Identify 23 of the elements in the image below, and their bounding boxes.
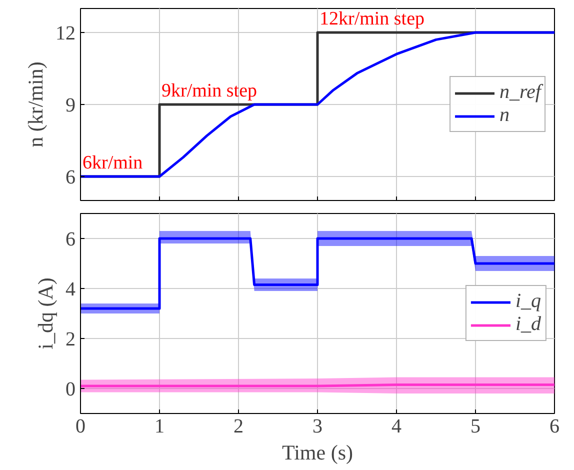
y-tick-label: 2 [66, 328, 76, 350]
annotation: 9kr/min step [162, 80, 258, 102]
x-tick-label: 4 [392, 416, 402, 438]
y-tick-label: 12 [56, 22, 76, 44]
y-axis-title: n (kr/min) [24, 62, 48, 148]
y-tick-label: 6 [66, 228, 76, 250]
y-axis-title: i_dq (A) [34, 278, 58, 350]
x-tick-label: 5 [470, 416, 480, 438]
legend-label: i_q [515, 290, 541, 313]
legend-label: n [500, 104, 511, 127]
x-tick-label: 1 [154, 416, 164, 438]
y-tick-label: 6 [66, 166, 76, 188]
x-tick-label: 3 [312, 416, 322, 438]
legend-label: i_d [515, 313, 541, 336]
x-tick-label: 2 [234, 416, 244, 438]
annotation: 12kr/min step [320, 8, 425, 30]
y-tick-label: 4 [66, 278, 76, 300]
y-tick-label: 9 [66, 94, 76, 116]
legend-label: n_ref [500, 81, 541, 104]
x-axis-title: Time (s) [282, 440, 354, 464]
x-tick-label: 6 [550, 416, 560, 438]
y-tick-label: 0 [66, 378, 76, 400]
annotation: 6kr/min [82, 152, 144, 174]
